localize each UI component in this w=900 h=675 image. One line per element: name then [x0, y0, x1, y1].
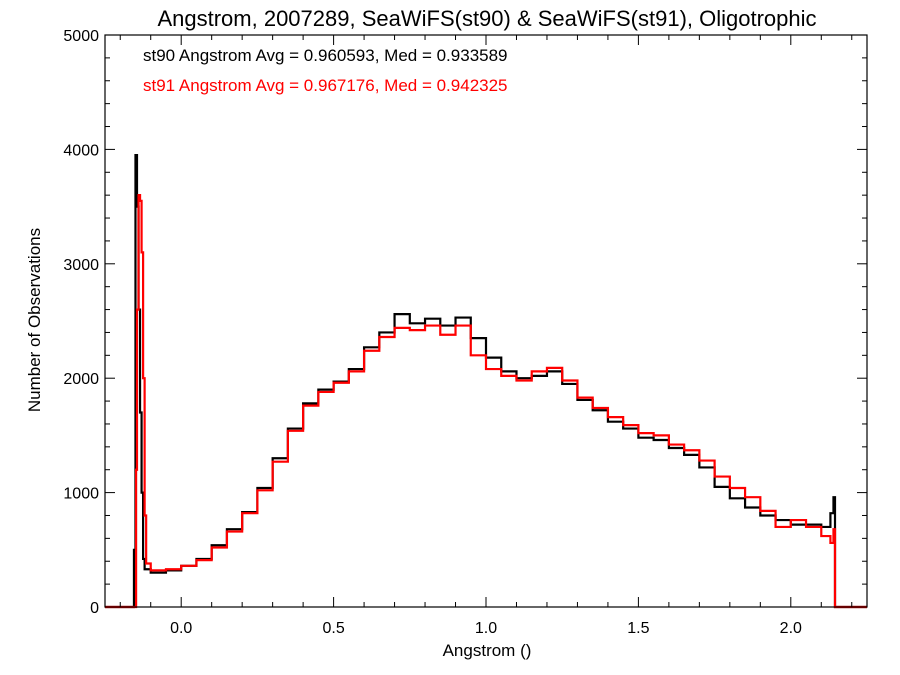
- plot-frame: [104, 34, 868, 608]
- x-axis-label: Angstrom (): [443, 641, 532, 660]
- chart-title: Angstrom, 2007289, SeaWiFS(st90) & SeaWi…: [157, 6, 816, 31]
- y-tick-label-3: 3000: [63, 257, 99, 274]
- series-line-0: [105, 154, 867, 609]
- x-tick-label-0: 0.0: [170, 620, 192, 637]
- y-tick-label-5: 5000: [63, 28, 99, 45]
- annotation-0: st90 Angstrom Avg = 0.960593, Med = 0.93…: [143, 46, 508, 65]
- x-tick-label-1: 0.5: [322, 620, 344, 637]
- plot-area: 0.0 0.5 1.0 1.5 2.0 0 1000 2000 3000 4000 5000 st90…: [63, 28, 868, 637]
- y-tick-label-0: 0: [90, 600, 99, 617]
- y-tick-label-1: 1000: [63, 486, 99, 503]
- x-tick-label-4: 2.0: [780, 620, 802, 637]
- y-tick-label-4: 4000: [63, 142, 99, 159]
- y-axis-label: Number of Observations: [25, 228, 44, 412]
- x-tick-label-3: 1.5: [627, 620, 649, 637]
- series-line-1: [105, 194, 867, 609]
- annotation-1: st91 Angstrom Avg = 0.967176, Med = 0.94…: [143, 76, 508, 95]
- y-tick-label-2: 2000: [63, 371, 99, 388]
- x-tick-label-2: 1.0: [475, 620, 497, 637]
